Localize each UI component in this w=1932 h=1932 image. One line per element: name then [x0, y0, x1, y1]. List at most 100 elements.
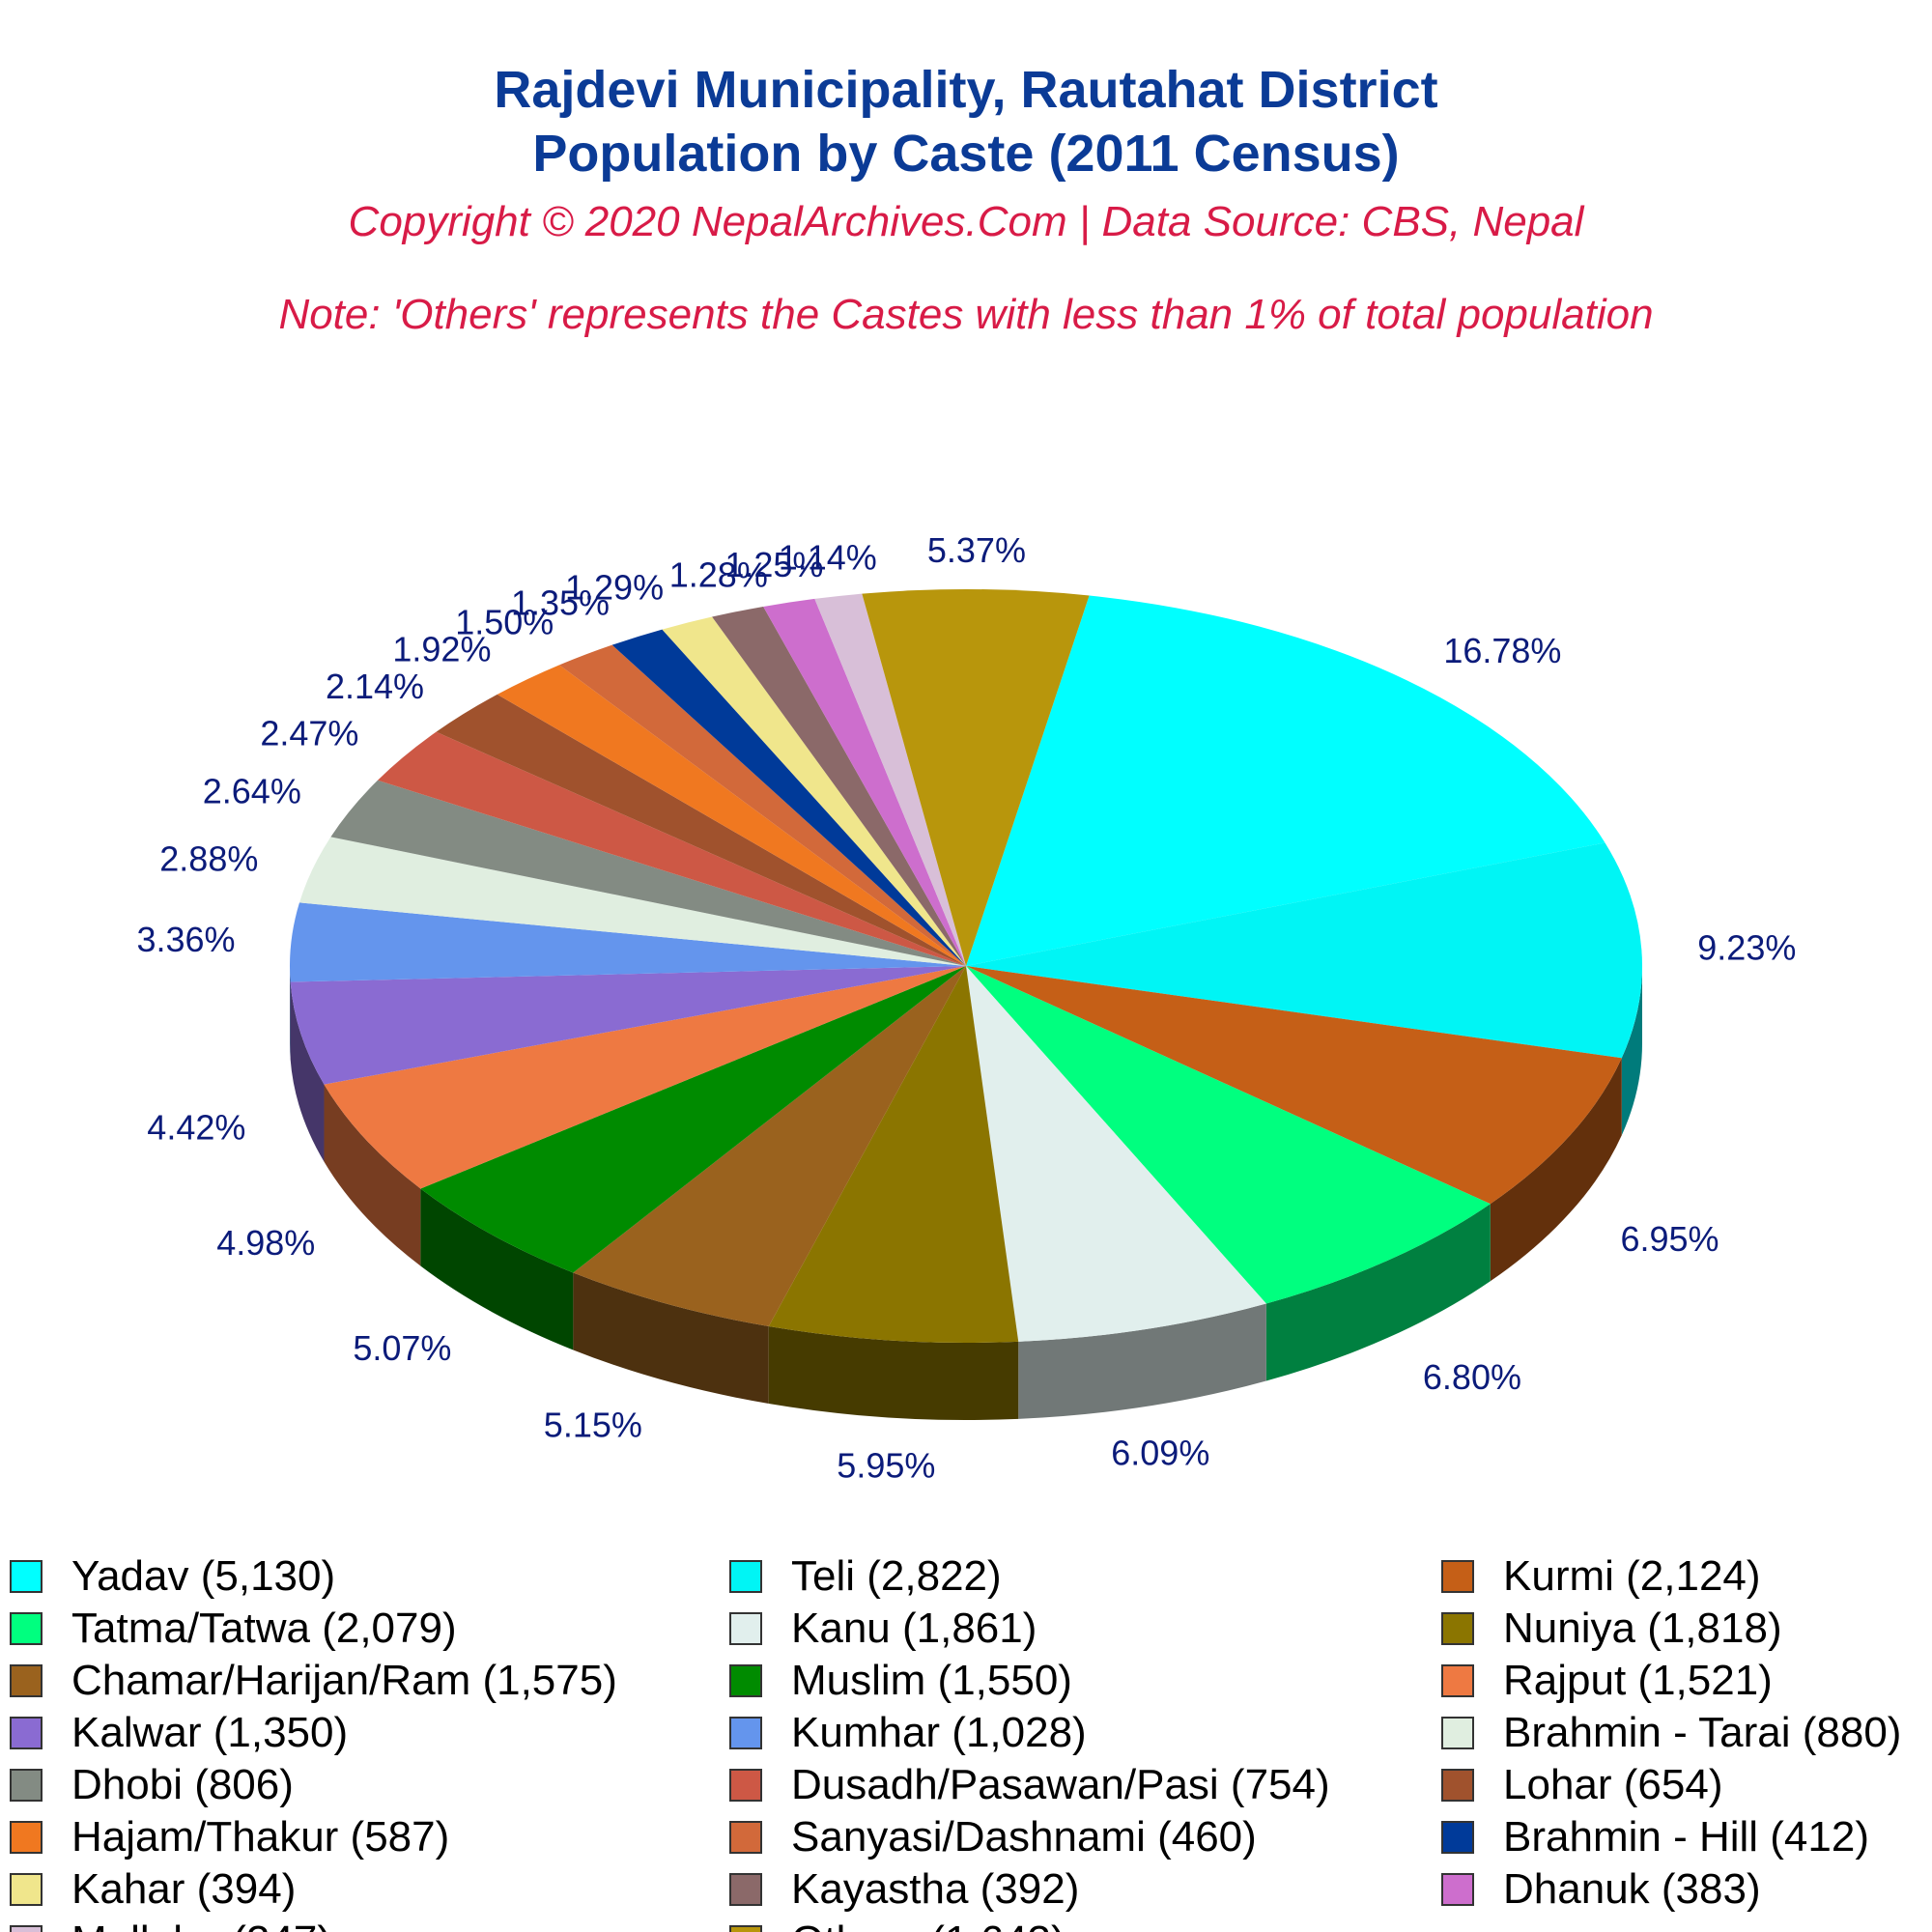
legend-label: Kalwar (1,350): [71, 1709, 349, 1756]
legend-swatch: [10, 1717, 43, 1749]
slice-side-kumhar: [290, 966, 291, 1060]
legend-item-sanyasi-dashnami: Sanyasi/Dashnami (460): [729, 1811, 1257, 1863]
legend-swatch: [729, 1821, 762, 1854]
pct-label-muslim: 5.07%: [353, 1328, 451, 1368]
legend-swatch: [10, 1769, 43, 1802]
legend-item-kurmi: Kurmi (2,124): [1441, 1550, 1761, 1603]
legend-item-dhobi: Dhobi (806): [10, 1759, 294, 1811]
slice-kanu: [966, 966, 1266, 1342]
legend-label: Dhobi (806): [71, 1761, 294, 1808]
slice-side-kanu: [1018, 1303, 1266, 1419]
legend-swatch: [729, 1560, 762, 1593]
pct-label-others: 5.37%: [927, 530, 1026, 570]
legend-item-muslim: Muslim (1,550): [729, 1655, 1072, 1707]
slice-kalwar: [290, 966, 966, 1085]
slice-hajam-thakur: [497, 665, 966, 966]
slice-side-rajput: [324, 1084, 421, 1266]
legend-label: Kanu (1,861): [791, 1605, 1037, 1652]
pct-label-kurmi: 6.95%: [1620, 1219, 1719, 1259]
legend-item-rajput: Rajput (1,521): [1441, 1655, 1773, 1707]
copyright-text: Copyright © 2020 NepalArchives.Com | Dat…: [348, 198, 1584, 245]
slice-teli: [966, 842, 1642, 1059]
legend-swatch: [1441, 1560, 1474, 1593]
legend-label: Kahar (394): [71, 1865, 297, 1913]
legend-swatch: [729, 1769, 762, 1802]
legend-item-tatma-tatwa: Tatma/Tatwa (2,079): [10, 1603, 457, 1655]
legend-item-kahar: Kahar (394): [10, 1863, 296, 1916]
legend-item-brahmin-tarai: Brahmin - Tarai (880): [1441, 1707, 1901, 1759]
slice-side-kalwar: [290, 981, 325, 1162]
slice-rajput: [324, 966, 966, 1189]
legend-swatch: [1441, 1717, 1474, 1749]
slice-chamar-harijan-ram: [573, 966, 966, 1327]
slice-brahmin-tarai: [298, 837, 967, 966]
legend-label: Chamar/Harijan/Ram (1,575): [71, 1657, 617, 1704]
slice-kayastha: [712, 606, 966, 966]
legend-label: Yadav (5,130): [71, 1552, 336, 1600]
legend-label: Kayastha (392): [791, 1865, 1080, 1913]
legend-label: Dusadh/Pasawan/Pasi (754): [791, 1761, 1330, 1808]
legend-item-chamar-harijan-ram: Chamar/Harijan/Ram (1,575): [10, 1655, 617, 1707]
legend-swatch: [729, 1664, 762, 1697]
pct-label-sanyasi-dashnami: 1.50%: [455, 603, 554, 642]
legend-item-others: Others (1,643): [729, 1916, 1065, 1932]
slice-dhanuk: [763, 598, 966, 966]
legend-item-kalwar: Kalwar (1,350): [10, 1707, 348, 1759]
slice-sanyasi-dashnami: [559, 644, 966, 966]
legend-swatch: [729, 1612, 762, 1645]
pie-slices: [290, 589, 1642, 1343]
slice-brahmin-hill: [611, 629, 966, 966]
legend-swatch: [729, 1873, 762, 1906]
pct-label-kumhar: 3.36%: [136, 920, 235, 959]
legend-item-yadav: Yadav (5,130): [10, 1550, 335, 1603]
slice-side-kurmi: [1490, 1058, 1622, 1282]
legend-item-brahmin-hill: Brahmin - Hill (412): [1441, 1811, 1869, 1863]
legend-label: Dhanuk (383): [1503, 1865, 1761, 1913]
legend-swatch: [1441, 1664, 1474, 1697]
slice-lohar: [436, 694, 966, 966]
pct-label-kanu: 6.09%: [1111, 1434, 1209, 1473]
pct-label-teli: 9.23%: [1697, 927, 1796, 967]
slice-side-chamar-harijan-ram: [573, 1272, 769, 1405]
pct-label-lohar: 2.14%: [326, 667, 424, 706]
chart-title-line2: Population by Caste (2011 Census): [532, 125, 1400, 183]
slice-side-nuniya: [768, 1326, 1019, 1420]
legend-swatch: [10, 1873, 43, 1906]
pie-labels: 16.78% 9.23% 6.95% 6.80% 6.09% 5.95% 5.15% 5.07…: [136, 530, 1796, 1485]
legend-swatch: [10, 1560, 43, 1593]
legend-label: Kurmi (2,124): [1503, 1552, 1761, 1600]
chart-title-line1: Rajdevi Municipality, Rautahat District: [494, 61, 1438, 119]
legend-item-nuniya: Nuniya (1,818): [1441, 1603, 1782, 1655]
legend-label: Others (1,643): [791, 1918, 1065, 1932]
slice-tatma-tatwa: [966, 966, 1491, 1304]
pct-label-dhanuk: 1.25%: [724, 545, 823, 584]
legend-label: Kumhar (1,028): [791, 1709, 1087, 1756]
legend-item-lohar: Lohar (654): [1441, 1759, 1722, 1811]
legend-label: Rajput (1,521): [1503, 1657, 1773, 1704]
slice-kumhar: [290, 902, 967, 982]
legend-swatch: [1441, 1821, 1474, 1854]
slice-dusadh-pasawan-pasi: [377, 731, 966, 966]
slice-dhobi: [330, 780, 966, 966]
pct-label-dusadh-pasawan-pasi: 2.47%: [260, 714, 358, 753]
legend-item-kayastha: Kayastha (392): [729, 1863, 1079, 1916]
legend-swatch: [1441, 1612, 1474, 1645]
legend-item-teli: Teli (2,822): [729, 1550, 1002, 1603]
legend-swatch: [10, 1612, 43, 1645]
legend-swatch: [729, 1925, 762, 1932]
pct-label-tatma-tatwa: 6.80%: [1423, 1357, 1521, 1397]
legend-label: Nuniya (1,818): [1503, 1605, 1782, 1652]
pct-label-chamar-harijan-ram: 5.15%: [544, 1406, 642, 1445]
slice-nuniya: [768, 966, 1019, 1343]
pct-label-kahar: 1.29%: [565, 567, 664, 607]
legend-swatch: [10, 1821, 43, 1854]
pct-label-kayastha: 1.28%: [669, 554, 768, 594]
legend-label: Hajam/Thakur (587): [71, 1813, 450, 1861]
pct-label-nuniya: 5.95%: [837, 1445, 935, 1485]
legend-swatch: [1441, 1769, 1474, 1802]
pct-label-mallaha: 1.14%: [779, 538, 877, 578]
pct-label-brahmin-tarai: 2.88%: [159, 839, 258, 879]
legend-label: Brahmin - Tarai (880): [1503, 1709, 1902, 1756]
slice-mallaha: [814, 593, 966, 966]
pct-label-rajput: 4.98%: [216, 1223, 315, 1263]
